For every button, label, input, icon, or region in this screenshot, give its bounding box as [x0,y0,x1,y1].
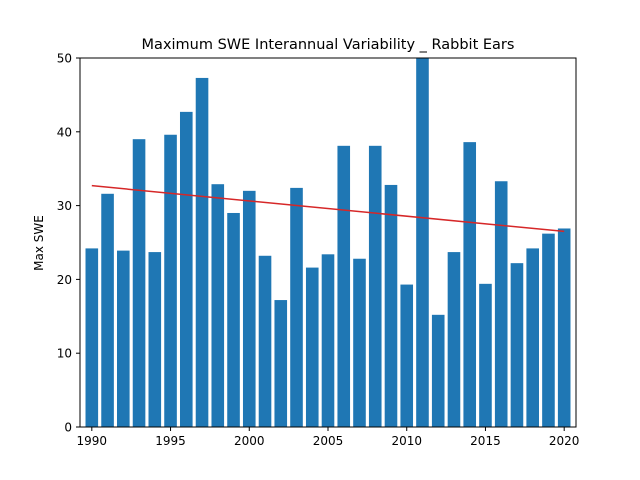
y-tick-label-30: 30 [57,199,72,213]
axes-group: 1990 1995 2000 2005 2010 2015 2020 0 10 20 30 40 50 [57,52,580,449]
chart-title: Maximum SWE Interannual Variability _ Ra… [142,37,515,53]
bar-2000 [242,190,256,427]
y-tick-label-20: 20 [57,273,72,287]
bar-1991 [101,193,114,427]
x-tick-label-2000: 2000 [234,434,265,448]
y-axis-label: Max SWE [32,215,46,271]
trend-line [91,184,565,233]
bar-2002 [274,300,288,427]
bar-2012 [431,314,445,427]
bar-1993 [132,139,146,427]
x-tick-label-2020: 2020 [549,434,580,448]
bar-2006 [337,145,351,427]
y-tick-label-0: 0 [64,421,72,435]
bar-2007 [353,258,366,427]
bar-2005 [321,254,335,427]
bar-2015 [479,283,492,427]
trend-group [91,184,565,233]
bar-1998 [211,184,225,427]
x-tick-label-2005: 2005 [313,434,344,448]
bar-2010 [400,284,414,427]
bar-2016 [494,181,508,427]
bar-1994 [148,252,162,427]
x-tick-label-2010: 2010 [391,434,422,448]
bar-2001 [258,255,272,427]
bar-1996 [179,111,193,428]
bar-2014 [463,142,477,427]
bar-2009 [384,184,398,427]
y-tick-label-10: 10 [57,347,72,361]
bar-2013 [447,252,461,427]
y-tick-label-50: 50 [57,52,72,66]
bar-1995 [164,134,177,427]
bar-2020 [557,228,571,427]
bar-2019 [542,233,555,427]
x-tick-label-1990: 1990 [77,434,108,448]
x-tick-label-1995: 1995 [155,434,186,448]
bar-2004 [305,267,319,427]
bar-2008 [368,145,382,427]
bar-1990 [85,248,99,427]
bar-1992 [117,250,130,427]
x-tick-label-2015: 2015 [470,434,501,448]
bar-1999 [227,212,240,427]
bar-2003 [290,187,303,427]
bars-group [85,58,571,428]
bar-2017 [510,263,524,427]
bar-2018 [526,248,539,427]
bar-2011 [416,58,429,427]
bar-1997 [195,77,209,428]
y-tick-label-40: 40 [57,125,72,139]
